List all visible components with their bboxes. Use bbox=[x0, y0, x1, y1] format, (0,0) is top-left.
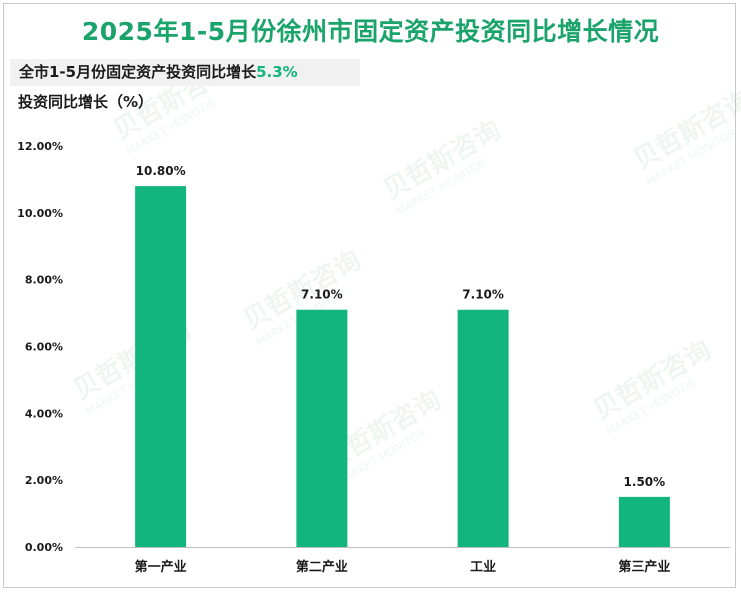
summary-box: 全市1-5月份固定资产投资同比增长5.3% bbox=[10, 59, 360, 86]
bar bbox=[457, 309, 509, 547]
data-label: 10.80% bbox=[136, 164, 186, 178]
x-tick-label: 第一产业 bbox=[135, 559, 187, 575]
bar bbox=[135, 186, 187, 547]
summary-value: 5.3% bbox=[256, 63, 298, 81]
data-label: 7.10% bbox=[462, 288, 504, 302]
bar bbox=[618, 496, 670, 547]
data-label: 1.50% bbox=[624, 475, 666, 489]
data-label: 7.10% bbox=[301, 288, 343, 302]
y-tick-label: 4.00% bbox=[25, 407, 63, 420]
y-tick-label: 0.00% bbox=[25, 541, 63, 554]
chart-title: 2025年1-5月份徐州市固定资产投资同比增长情况 bbox=[81, 17, 660, 46]
y-tick-label: 6.00% bbox=[25, 341, 63, 354]
y-tick-label: 2.00% bbox=[25, 474, 63, 487]
y-tick-label: 12.00% bbox=[17, 140, 63, 153]
x-tick-label: 第三产业 bbox=[618, 559, 670, 575]
y-axis-label: 投资同比增长（%） bbox=[18, 93, 154, 111]
y-tick-label: 10.00% bbox=[17, 207, 63, 220]
x-tick-label: 第二产业 bbox=[296, 559, 348, 575]
chart-frame bbox=[3, 3, 736, 588]
bar bbox=[296, 309, 348, 547]
y-tick-label: 8.00% bbox=[25, 274, 63, 287]
x-tick-label: 工业 bbox=[470, 559, 496, 575]
summary-text: 全市1-5月份固定资产投资同比增长 bbox=[19, 63, 257, 81]
